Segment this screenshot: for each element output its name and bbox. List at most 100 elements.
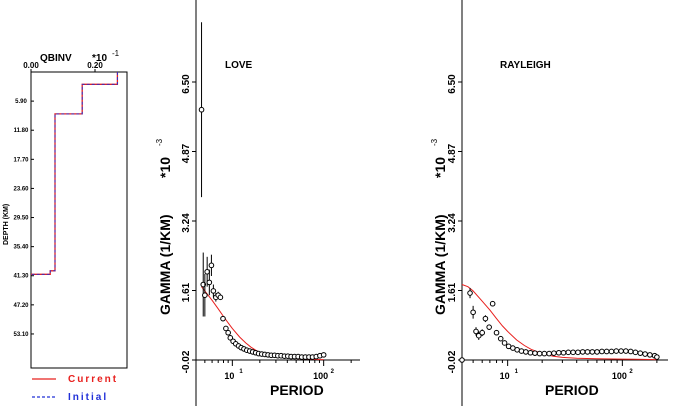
rayleigh-data-point (613, 348, 620, 354)
love-title: LOVE (225, 60, 253, 71)
rayleigh-x-tick-exp: 2 (629, 369, 633, 375)
love-x-tick-label: 100 (313, 371, 328, 381)
love-data-point (320, 352, 327, 358)
qbinv-initial-model-line (31, 72, 118, 275)
rayleigh-data-point (560, 349, 567, 356)
rayleigh-data-point (627, 348, 634, 355)
rayleigh-data-point (470, 309, 476, 316)
love-y-tick-label: 4.87 (181, 143, 192, 163)
qbinv-y-tick-label: 53.10 (13, 332, 29, 338)
love-data-point (206, 279, 213, 286)
rayleigh-data-point (518, 348, 525, 354)
rayleigh-x-tick-label: 10 (500, 371, 510, 381)
rayleigh-panel: RAYLEIGH PERIOD GAMMA (1/KM) *10 -3 -0.0… (430, 0, 668, 406)
qbinv-scale-exp: -1 (112, 49, 120, 58)
love-data-point (225, 329, 231, 336)
legend: Current Initial (32, 374, 118, 403)
rayleigh-data-point (479, 329, 485, 336)
love-data-point (217, 294, 224, 301)
rayleigh-data-point (637, 350, 644, 356)
rayleigh-data-point (618, 348, 624, 354)
love-x-tick-exp: 2 (331, 369, 335, 375)
rayleigh-y-tick-label: -0.02 (447, 350, 458, 373)
rayleigh-data-point (603, 348, 610, 355)
qbinv-x-tick-label: 0.00 (23, 61, 39, 70)
rayleigh-data-point (546, 350, 552, 357)
legend-current-label: Current (68, 374, 118, 385)
qbinv-y-tick-label: 29.50 (13, 216, 29, 222)
rayleigh-data-point (555, 349, 562, 356)
rayleigh-data-point (482, 315, 489, 322)
rayleigh-data-point (493, 329, 500, 336)
rayleigh-data-point (654, 354, 660, 360)
qbinv-y-tick-label: 11.80 (14, 128, 29, 134)
legend-initial-label: Initial (68, 392, 108, 403)
rayleigh-data-point (536, 350, 543, 357)
rayleigh-data-point (489, 300, 496, 307)
qbinv-panel: QBINV *10 -1 DEPTH (KM) 0.00 0.20 5.90 11.… (3, 49, 128, 369)
rayleigh-data-point (584, 349, 591, 355)
rayleigh-xlabel: PERIOD (545, 382, 599, 398)
love-xlabel: PERIOD (270, 382, 324, 398)
rayleigh-data-point (647, 352, 653, 358)
rayleigh-data-point (497, 335, 504, 342)
rayleigh-model-curve (461, 284, 657, 361)
love-data-point (202, 292, 208, 298)
rayleigh-data-point (541, 350, 548, 357)
rayleigh-data-point (565, 349, 572, 356)
qbinv-scale: *10 (92, 53, 107, 64)
rayleigh-data-point (594, 349, 600, 355)
love-panel: LOVE PERIOD GAMMA (1/KM) *10 -3 -0.02 1.6… (155, 0, 360, 406)
love-y-tick-label: 3.24 (181, 213, 192, 233)
rayleigh-data-point (523, 349, 529, 355)
rayleigh-y-tick-label: 4.87 (447, 143, 458, 163)
rayleigh-data-point (527, 349, 534, 356)
qbinv-y-tick-label: 17.70 (13, 157, 29, 163)
rayleigh-data-point (575, 349, 581, 356)
rayleigh-x-tick-exp: 1 (515, 369, 519, 375)
rayleigh-data-point (632, 349, 639, 356)
love-data-point (204, 268, 210, 275)
rayleigh-y-tick-label: 1.61 (447, 282, 458, 302)
rayleigh-x-tick-label: 100 (612, 371, 627, 381)
rayleigh-data-point (467, 290, 473, 296)
love-ylabel: GAMMA (1/KM) (157, 214, 173, 315)
rayleigh-data-point (551, 350, 557, 356)
love-data-point (227, 335, 234, 341)
love-data-point (198, 106, 205, 113)
qbinv-y-tick-label: 5.90 (15, 99, 27, 105)
rayleigh-data-point (570, 349, 576, 356)
rayleigh-y-tick-label: 6.50 (447, 74, 458, 94)
rayleigh-data-point (623, 348, 629, 354)
rayleigh-data-point (642, 351, 648, 357)
love-y-tick-label: 1.61 (181, 282, 192, 302)
qbinv-frame (30, 71, 128, 369)
qbinv-current-model-line (31, 72, 119, 275)
love-data-point (220, 315, 226, 322)
qbinv-ylabel: DEPTH (KM) (3, 204, 10, 245)
love-y-tick-label: -0.02 (181, 350, 192, 373)
love-yscale-exp: -3 (155, 138, 164, 146)
rayleigh-data-point (475, 332, 482, 339)
rayleigh-yscale-exp: -3 (430, 138, 439, 146)
qbinv-y-tick-label: 35.40 (13, 245, 29, 251)
rayleigh-y-tick-label: 3.24 (447, 213, 458, 233)
rayleigh-data-point (501, 340, 508, 346)
love-x-tick-label: 10 (224, 371, 234, 381)
love-data-point (208, 262, 215, 269)
rayleigh-ylabel: GAMMA (1/KM) (432, 214, 448, 315)
rayleigh-data-point (532, 350, 538, 356)
rayleigh-yscale: *10 (432, 157, 448, 178)
rayleigh-data-point (608, 348, 615, 355)
qbinv-y-tick-label: 41.30 (13, 274, 29, 280)
qbinv-y-tick-label: 23.60 (13, 186, 29, 192)
qbinv-y-tick-label: 47.20 (13, 303, 29, 309)
love-y-tick-label: 6.50 (181, 74, 192, 94)
rayleigh-data-point (486, 324, 492, 330)
love-data-point (210, 288, 217, 294)
rayleigh-data-point (459, 357, 465, 363)
love-yscale: *10 (157, 157, 173, 178)
qbinv-title: QBINV (40, 53, 72, 64)
rayleigh-data-point (599, 348, 605, 355)
